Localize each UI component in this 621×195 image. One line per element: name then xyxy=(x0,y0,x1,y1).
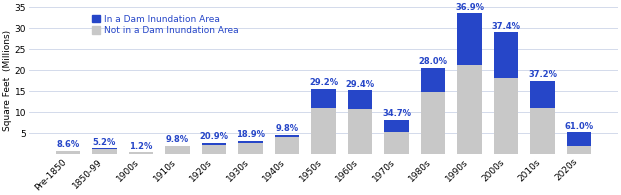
Bar xyxy=(129,152,153,154)
Bar xyxy=(530,108,555,154)
Text: 29.4%: 29.4% xyxy=(345,80,374,89)
Bar xyxy=(92,148,117,149)
Bar xyxy=(311,108,336,154)
Bar xyxy=(384,120,409,132)
Text: 61.0%: 61.0% xyxy=(564,122,594,131)
Bar xyxy=(92,149,117,154)
Text: 5.2%: 5.2% xyxy=(93,138,116,147)
Text: 37.2%: 37.2% xyxy=(528,70,557,79)
Bar xyxy=(566,146,591,154)
Bar xyxy=(530,81,555,108)
Text: 20.9%: 20.9% xyxy=(199,132,229,141)
Bar xyxy=(494,32,519,78)
Bar xyxy=(165,145,190,146)
Bar xyxy=(420,92,445,154)
Text: 28.0%: 28.0% xyxy=(419,57,448,66)
Bar xyxy=(420,68,445,92)
Bar xyxy=(274,137,299,154)
Bar xyxy=(566,132,591,146)
Bar xyxy=(56,151,81,154)
Text: 9.8%: 9.8% xyxy=(166,135,189,144)
Bar xyxy=(238,141,263,144)
Text: 8.6%: 8.6% xyxy=(57,140,79,149)
Bar xyxy=(457,13,482,65)
Bar xyxy=(238,144,263,154)
Text: 36.9%: 36.9% xyxy=(455,3,484,12)
Text: 9.8%: 9.8% xyxy=(276,124,299,133)
Bar xyxy=(165,146,190,154)
Bar xyxy=(202,143,227,145)
Text: 29.2%: 29.2% xyxy=(309,78,338,87)
Bar xyxy=(311,89,336,108)
Legend: In a Dam Inundation Area, Not in a Dam Inundation Area: In a Dam Inundation Area, Not in a Dam I… xyxy=(93,14,238,35)
Y-axis label: Square Feet  (Millions): Square Feet (Millions) xyxy=(2,30,12,131)
Bar xyxy=(494,78,519,154)
Bar xyxy=(348,109,373,154)
Text: 34.7%: 34.7% xyxy=(382,109,411,118)
Bar xyxy=(348,90,373,109)
Bar xyxy=(202,145,227,154)
Bar xyxy=(274,135,299,137)
Bar xyxy=(457,65,482,154)
Bar xyxy=(384,132,409,154)
Text: 1.2%: 1.2% xyxy=(129,142,153,151)
Text: 37.4%: 37.4% xyxy=(492,22,520,31)
Text: 18.9%: 18.9% xyxy=(236,130,265,139)
